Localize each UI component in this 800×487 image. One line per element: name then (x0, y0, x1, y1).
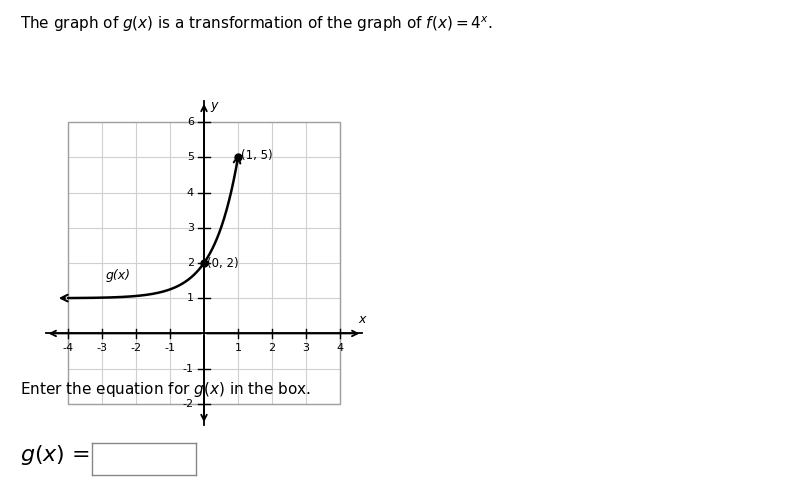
Text: 3: 3 (302, 343, 310, 353)
Text: (0, 2): (0, 2) (206, 257, 238, 269)
Text: g(x): g(x) (106, 269, 130, 282)
Text: y: y (210, 99, 218, 112)
Text: -2: -2 (130, 343, 142, 353)
Text: 6: 6 (186, 117, 194, 127)
Text: 3: 3 (186, 223, 194, 233)
Text: -1: -1 (165, 343, 175, 353)
Text: (1, 5): (1, 5) (241, 149, 272, 162)
Text: 2: 2 (269, 343, 276, 353)
Text: -1: -1 (182, 364, 194, 374)
Text: Enter the equation for $g(x)$ in the box.: Enter the equation for $g(x)$ in the box… (20, 380, 311, 399)
Text: 1: 1 (186, 293, 194, 303)
Text: 4: 4 (186, 187, 194, 198)
Text: $g(x)$ =: $g(x)$ = (20, 443, 90, 467)
Text: -2: -2 (182, 399, 194, 409)
Text: x: x (358, 313, 366, 326)
Text: 2: 2 (186, 258, 194, 268)
Text: -4: -4 (62, 343, 74, 353)
Text: The graph of $g(x)$ is a transformation of the graph of $f(x) = 4^x$.: The graph of $g(x)$ is a transformation … (20, 15, 493, 34)
Text: -3: -3 (96, 343, 107, 353)
Text: 4: 4 (337, 343, 344, 353)
Text: 5: 5 (186, 152, 194, 162)
Text: 1: 1 (234, 343, 242, 353)
Bar (68, 122, 340, 404)
